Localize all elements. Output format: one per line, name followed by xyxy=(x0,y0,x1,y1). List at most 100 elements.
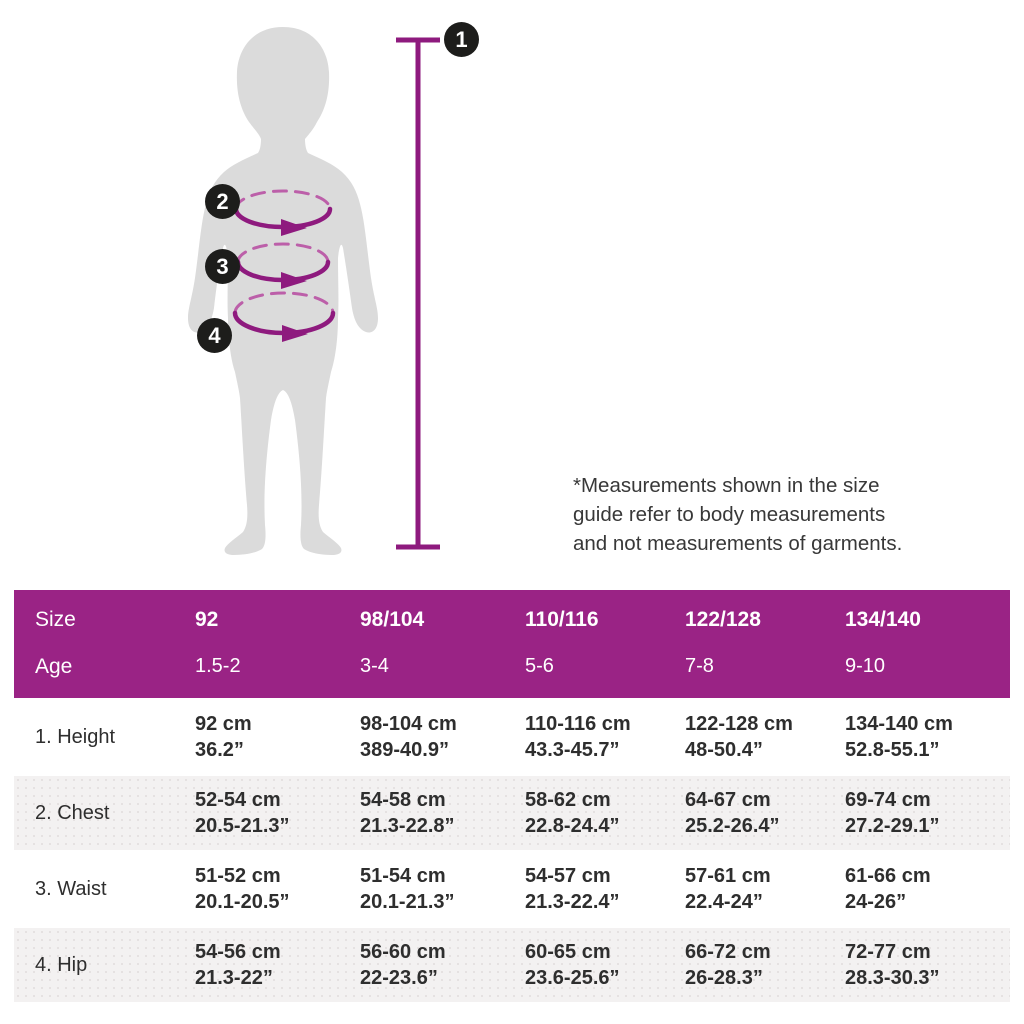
value-cm: 60-65 cm xyxy=(525,940,611,963)
marker-1-height: 1 xyxy=(444,22,479,57)
value-in: 22-23.6” xyxy=(360,967,438,989)
waist-arrow-icon xyxy=(281,272,307,289)
measurement-cell: 54-57 cm 21.3-22.4” xyxy=(525,863,685,916)
value-in: 389-40.9” xyxy=(360,739,449,761)
size-value: 110/116 xyxy=(525,607,599,631)
hip-arrow-icon xyxy=(282,325,308,342)
value-cm: 54-56 cm xyxy=(195,940,281,963)
value-in: 24-26” xyxy=(845,891,907,913)
value-in: 20.1-21.3” xyxy=(360,891,455,913)
value-cm: 51-54 cm xyxy=(360,864,446,887)
size-value: 98/104 xyxy=(360,607,425,631)
row-label: 1. Height xyxy=(35,725,116,748)
value-cm: 61-66 cm xyxy=(845,864,931,887)
chest-measure-ellipse xyxy=(233,189,333,236)
value-in: 26-28.3” xyxy=(685,967,763,989)
measurement-cell: 54-56 cm 21.3-22” xyxy=(195,939,360,992)
value-cm: 57-61 cm xyxy=(685,864,771,887)
value-cm: 54-57 cm xyxy=(525,864,611,887)
row-label: 3. Waist xyxy=(35,877,107,900)
row-label: 4. Hip xyxy=(35,953,88,976)
measurement-cell: 64-67 cm 25.2-26.4” xyxy=(685,787,845,840)
measurement-cell: 52-54 cm 20.5-21.3” xyxy=(195,787,360,840)
value-cm: 56-60 cm xyxy=(360,940,446,963)
age-value: 1.5-2 xyxy=(195,655,241,677)
header-size-row: Size 92 98/104 110/116 122/128 134/140 xyxy=(14,596,1010,643)
size-value: 134/140 xyxy=(845,607,921,631)
row-label: 2. Chest xyxy=(35,801,110,824)
measurement-cell: 69-74 cm 27.2-29.1” xyxy=(845,787,1010,840)
value-in: 36.2” xyxy=(195,739,244,761)
value-cm: 58-62 cm xyxy=(525,788,611,811)
value-cm: 51-52 cm xyxy=(195,864,281,887)
value-in: 20.5-21.3” xyxy=(195,815,290,837)
size-row-label: Size xyxy=(35,607,76,631)
value-in: 52.8-55.1” xyxy=(845,739,940,761)
measurement-cell: 51-52 cm 20.1-20.5” xyxy=(195,863,360,916)
value-cm: 92 cm xyxy=(195,712,252,735)
value-cm: 64-67 cm xyxy=(685,788,771,811)
header-age-row: Age 1.5-2 3-4 5-6 7-8 9-10 xyxy=(14,643,1010,690)
marker-3-waist: 3 xyxy=(205,249,240,284)
value-cm: 134-140 cm xyxy=(845,712,953,735)
value-cm: 66-72 cm xyxy=(685,940,771,963)
value-in: 27.2-29.1” xyxy=(845,815,940,837)
note-line: *Measurements shown in the size xyxy=(573,474,880,497)
measurement-cell: 60-65 cm 23.6-25.6” xyxy=(525,939,685,992)
measurement-cell: 61-66 cm 24-26” xyxy=(845,863,1010,916)
value-in: 22.8-24.4” xyxy=(525,815,620,837)
table-row-waist: 3. Waist 51-52 cm 20.1-20.5” 51-54 cm 20… xyxy=(14,852,1010,926)
value-in: 21.3-22” xyxy=(195,967,273,989)
chest-arrow-icon xyxy=(281,219,307,236)
value-in: 21.3-22.4” xyxy=(525,891,620,913)
measurement-cell: 54-58 cm 21.3-22.8” xyxy=(360,787,525,840)
measurement-cell: 58-62 cm 22.8-24.4” xyxy=(525,787,685,840)
measurement-cell: 72-77 cm 28.3-30.3” xyxy=(845,939,1010,992)
age-value: 7-8 xyxy=(685,655,714,677)
age-value: 3-4 xyxy=(360,655,389,677)
age-value: 9-10 xyxy=(845,655,886,677)
value-in: 43.3-45.7” xyxy=(525,739,620,761)
size-value: 92 xyxy=(195,607,219,631)
value-in: 28.3-30.3” xyxy=(845,967,940,989)
measurement-cell: 110-116 cm 43.3-45.7” xyxy=(525,711,685,764)
note-line: and not measurements of garments. xyxy=(573,532,903,555)
value-cm: 52-54 cm xyxy=(195,788,281,811)
measurement-cell: 66-72 cm 26-28.3” xyxy=(685,939,845,992)
value-in: 25.2-26.4” xyxy=(685,815,780,837)
value-cm: 110-116 cm xyxy=(525,712,631,735)
measurement-cell: 51-54 cm 20.1-21.3” xyxy=(360,863,525,916)
value-in: 20.1-20.5” xyxy=(195,891,290,913)
value-cm: 69-74 cm xyxy=(845,788,931,811)
marker-4-hip: 4 xyxy=(197,318,232,353)
value-cm: 98-104 cm xyxy=(360,712,457,735)
measurement-cell: 57-61 cm 22.4-24” xyxy=(685,863,845,916)
value-cm: 122-128 cm xyxy=(685,712,793,735)
value-cm: 72-77 cm xyxy=(845,940,931,963)
measurement-cell: 134-140 cm 52.8-55.1” xyxy=(845,711,1010,764)
measurement-cell: 98-104 cm 389-40.9” xyxy=(360,711,525,764)
marker-2-chest: 2 xyxy=(205,184,240,219)
age-row-label: Age xyxy=(35,654,73,678)
value-in: 21.3-22.8” xyxy=(360,815,455,837)
measurement-note: *Measurements shown in the size guide re… xyxy=(573,471,902,558)
value-in: 22.4-24” xyxy=(685,891,763,913)
table-row-chest: 2. Chest 52-54 cm 20.5-21.3” 54-58 cm 21… xyxy=(14,776,1010,850)
table-header: Size 92 98/104 110/116 122/128 134/140 A… xyxy=(14,590,1010,698)
value-in: 23.6-25.6” xyxy=(525,967,620,989)
waist-measure-ellipse xyxy=(235,242,331,289)
hip-measure-ellipse xyxy=(232,291,336,342)
size-value: 122/128 xyxy=(685,607,761,631)
value-cm: 54-58 cm xyxy=(360,788,446,811)
height-measure-line xyxy=(396,37,440,550)
measurement-cell: 122-128 cm 48-50.4” xyxy=(685,711,845,764)
child-measurement-figure xyxy=(188,27,440,555)
measurement-cell: 56-60 cm 22-23.6” xyxy=(360,939,525,992)
table-row-height: 1. Height 92 cm 36.2” 98-104 cm 389-40.9… xyxy=(14,700,1010,774)
size-table: Size 92 98/104 110/116 122/128 134/140 A… xyxy=(14,590,1010,1002)
value-in: 48-50.4” xyxy=(685,739,763,761)
measurement-cell: 92 cm 36.2” xyxy=(195,711,360,764)
age-value: 5-6 xyxy=(525,655,554,677)
table-row-hip: 4. Hip 54-56 cm 21.3-22” 56-60 cm 22-23.… xyxy=(14,928,1010,1002)
